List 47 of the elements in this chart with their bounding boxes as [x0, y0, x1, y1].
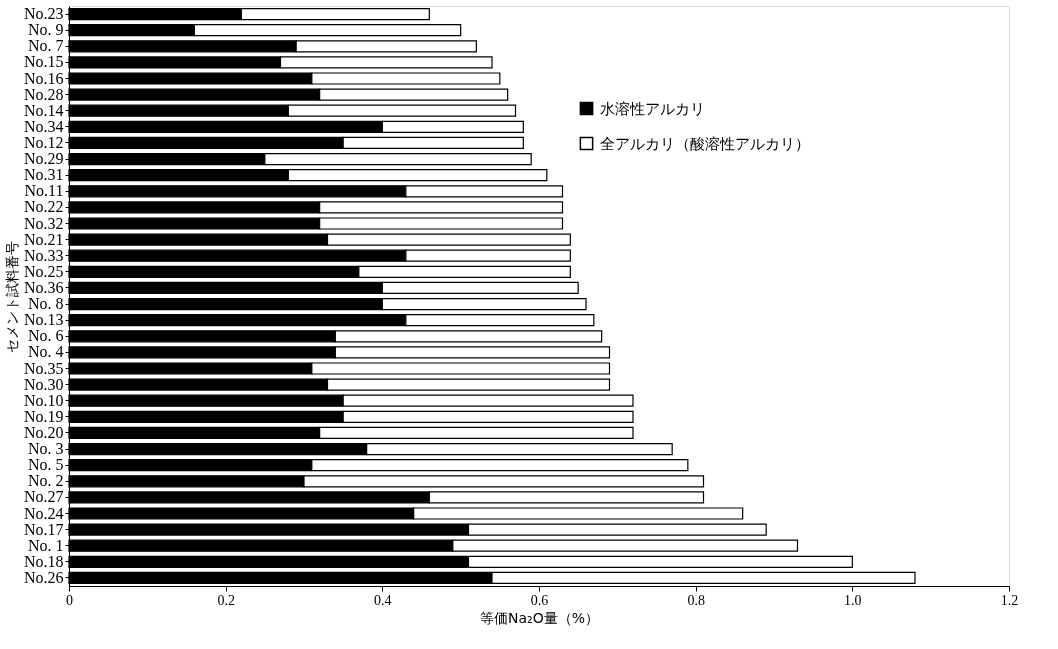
- y-tick-label: No.27: [23, 488, 64, 506]
- y-tick-label: No. 2: [27, 472, 64, 490]
- y-tick-label: No.28: [23, 85, 64, 103]
- y-tick-label: No. 4: [27, 343, 64, 361]
- x-tick-label: 0.8: [687, 592, 705, 608]
- y-tick-label: No.10: [23, 391, 64, 409]
- legend-label: 水溶性アルカリ: [600, 99, 705, 118]
- y-tick-label: No.12: [23, 133, 64, 151]
- y-tick-label: No.14: [23, 101, 64, 119]
- y-tick-label: No.17: [23, 520, 64, 538]
- y-tick-label: No. 6: [27, 327, 64, 345]
- y-tick-label: No.34: [23, 117, 64, 135]
- y-tick-label: No.21: [23, 230, 64, 248]
- y-tick-label: No.29: [23, 150, 64, 168]
- y-tick-label: No.25: [23, 262, 64, 280]
- y-tick-label: No.23: [23, 5, 64, 23]
- y-tick-label: No. 9: [27, 21, 64, 39]
- y-tick-label: No.26: [23, 568, 64, 586]
- y-tick-label: No.19: [23, 407, 64, 425]
- x-tick-label: 0.6: [530, 592, 549, 608]
- y-tick-label: No.35: [23, 359, 64, 377]
- y-axis-title: セメント試料番号: [3, 240, 20, 353]
- y-tick-label: No.18: [23, 552, 64, 570]
- x-tick-label: 0.2: [217, 592, 235, 608]
- x-tick-label: 1.2: [1000, 592, 1019, 608]
- y-tick-label: No. 1: [27, 536, 64, 554]
- y-tick-label: No.32: [23, 214, 64, 232]
- y-tick-label: No.20: [23, 423, 64, 441]
- x-tick-label: 1.0: [844, 592, 862, 608]
- y-tick-label: No. 5: [27, 456, 64, 474]
- y-tick-label: No.16: [23, 69, 64, 87]
- y-tick-label: No.33: [23, 246, 64, 264]
- y-tick-label: No.31: [23, 166, 64, 184]
- y-tick-label: No.15: [23, 53, 64, 71]
- y-tick-label: No. 8: [27, 295, 64, 313]
- x-tick-label: 0: [66, 592, 73, 608]
- x-axis-title: 等価Na₂O量（%）: [480, 609, 599, 626]
- legend-label: 全アルカリ（酸溶性アルカリ）: [600, 134, 810, 153]
- y-tick-label: No.13: [23, 311, 64, 329]
- y-tick-label: No. 7: [27, 37, 64, 55]
- y-tick-label: No.22: [23, 198, 64, 216]
- y-tick-label: No.30: [23, 375, 64, 393]
- y-tick-label: No.36: [23, 278, 64, 296]
- y-tick-label: No.24: [23, 504, 64, 522]
- y-tick-label: No. 3: [27, 440, 64, 458]
- y-tick-label: No.11: [24, 182, 64, 200]
- x-tick-label: 0.4: [374, 592, 392, 608]
